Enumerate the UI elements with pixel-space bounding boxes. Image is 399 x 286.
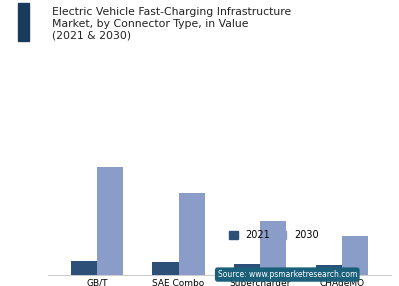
- Legend: 2021, 2030: 2021, 2030: [225, 226, 322, 244]
- Text: Source: www.psmarketresearch.com: Source: www.psmarketresearch.com: [217, 270, 357, 279]
- Bar: [234, 264, 260, 275]
- Bar: [342, 236, 368, 275]
- Bar: [71, 261, 97, 275]
- Bar: [316, 265, 342, 275]
- Text: Electric Vehicle Fast-Charging Infrastructure: Electric Vehicle Fast-Charging Infrastru…: [52, 7, 291, 17]
- Text: (2021 & 2030): (2021 & 2030): [52, 30, 131, 40]
- Bar: [179, 193, 205, 275]
- Bar: [152, 262, 179, 275]
- Bar: [260, 221, 286, 275]
- Bar: [97, 167, 123, 275]
- Text: Market, by Connector Type, in Value: Market, by Connector Type, in Value: [52, 19, 248, 29]
